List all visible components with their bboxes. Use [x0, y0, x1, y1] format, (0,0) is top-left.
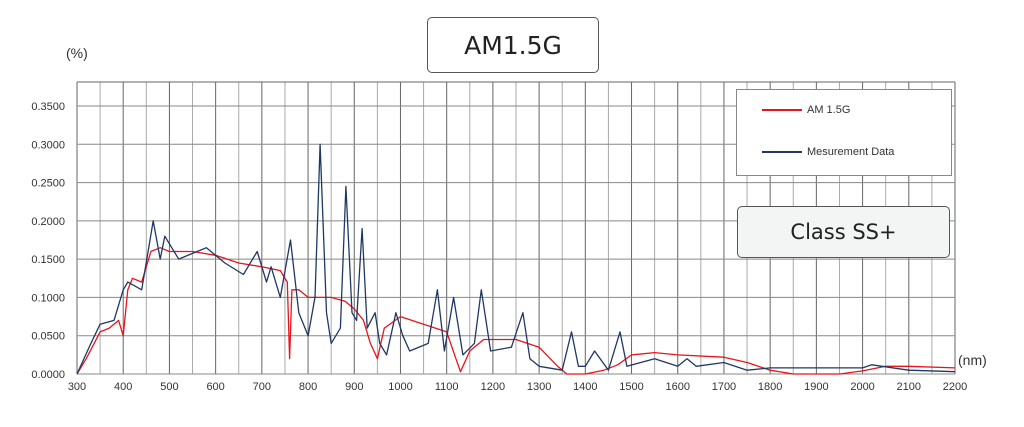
y-tick-label: 0.3500 [31, 101, 65, 113]
x-tick-label: 1700 [712, 381, 736, 393]
x-tick-label: 1400 [573, 381, 597, 393]
x-tick-label: 600 [206, 381, 224, 393]
x-tick-label: 500 [160, 381, 178, 393]
y-tick-label: 0.0000 [31, 369, 65, 381]
x-tick-label: 1900 [804, 381, 828, 393]
class-badge: Class SS+ [737, 206, 950, 258]
x-tick-label: 1600 [665, 381, 689, 393]
x-tick-label: 2100 [897, 381, 921, 393]
ticks: 0.0000 0.0500 0.1000 0.1500 0.2000 0.2500 0.30… [31, 101, 967, 393]
legend-label: Mesurement Data [807, 146, 895, 158]
y-tick-label: 0.1500 [31, 254, 65, 266]
y-tick-label: 0.0500 [31, 331, 65, 343]
x-tick-label: 1100 [435, 381, 459, 393]
x-tick-label: 1200 [481, 381, 505, 393]
y-tick-label: 0.3000 [31, 139, 65, 151]
x-tick-label: 300 [68, 381, 86, 393]
legend: AM 1.5G Mesurement Data [736, 89, 952, 176]
x-tick-label: 1800 [758, 381, 782, 393]
x-unit-label: (nm) [958, 352, 987, 368]
y-tick-label: 0.1000 [31, 292, 65, 304]
x-tick-label: 1500 [619, 381, 643, 393]
x-tick-label: 2200 [943, 381, 967, 393]
legend-swatch-blue [762, 151, 802, 153]
series-lines [76, 143, 956, 375]
legend-swatch-red [762, 109, 802, 111]
y-tick-label: 0.2000 [31, 216, 65, 228]
x-tick-label: 1000 [388, 381, 412, 393]
x-tick-label: 400 [114, 381, 132, 393]
chart-title: AM1.5G [427, 17, 599, 73]
legend-item-measurement: Mesurement Data [762, 146, 894, 158]
y-unit-label: (%) [66, 45, 88, 61]
legend-item-am15g: AM 1.5G [762, 104, 850, 116]
series-measurement [76, 143, 956, 375]
x-tick-label: 800 [299, 381, 317, 393]
x-tick-label: 700 [253, 381, 271, 393]
x-tick-label: 900 [345, 381, 363, 393]
y-tick-label: 0.2500 [31, 178, 65, 190]
legend-label: AM 1.5G [807, 104, 851, 116]
x-tick-label: 1300 [527, 381, 551, 393]
series-am15g [76, 247, 956, 375]
x-tick-label: 2000 [850, 381, 874, 393]
